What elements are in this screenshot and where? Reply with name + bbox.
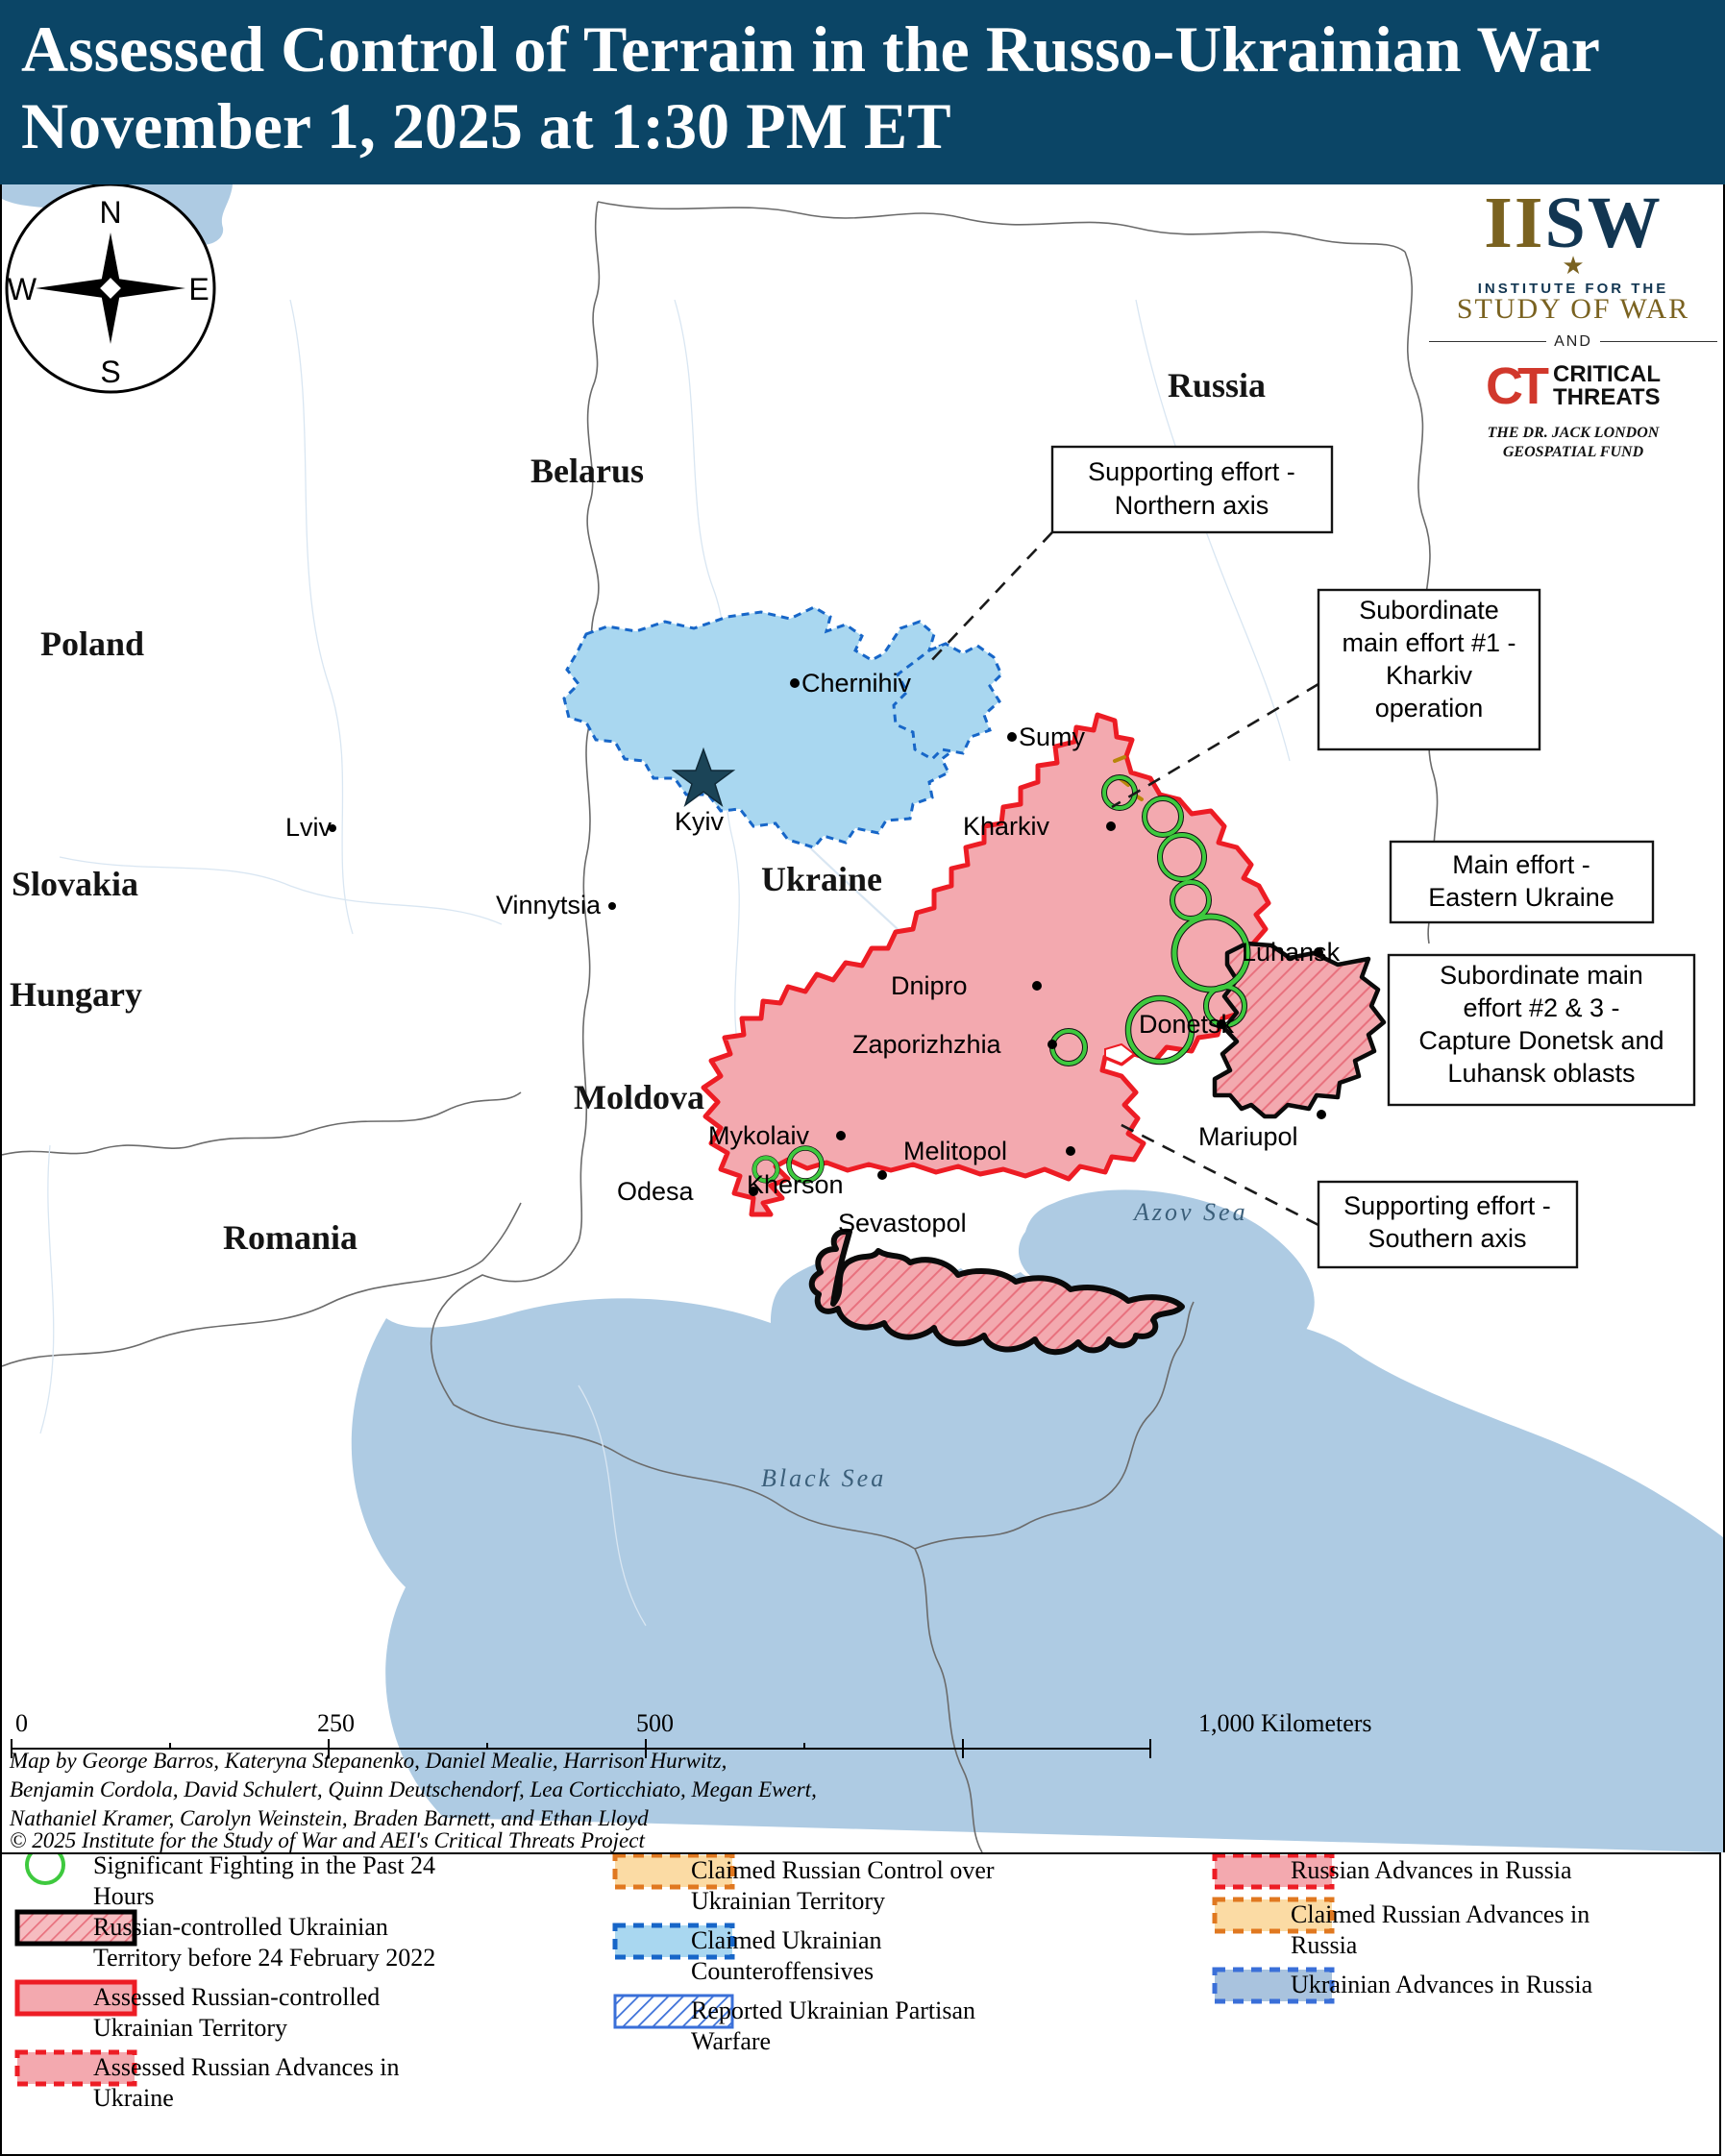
svg-text:Capture Donetsk and: Capture Donetsk and [1418, 1026, 1663, 1055]
svg-text:Zaporizhzhia: Zaporizhzhia [852, 1030, 1002, 1059]
svg-text:Chernihiv: Chernihiv [801, 669, 912, 698]
svg-text:Dnipro: Dnipro [891, 971, 968, 1000]
svg-text:Russian-controlled Ukrainian: Russian-controlled Ukrainian [93, 1913, 388, 1941]
svg-text:Ukrainian Territory: Ukrainian Territory [93, 2014, 287, 2042]
svg-text:Claimed Ukrainian: Claimed Ukrainian [691, 1926, 882, 1954]
svg-text:Supporting effort -: Supporting effort - [1343, 1191, 1551, 1220]
svg-text:Mariupol: Mariupol [1198, 1122, 1298, 1151]
svg-text:Southern axis: Southern axis [1368, 1224, 1526, 1253]
svg-text:Sumy: Sumy [1019, 723, 1086, 751]
svg-text:S: S [100, 355, 120, 389]
svg-text:effort #2 & 3 -: effort #2 & 3 - [1463, 993, 1619, 1022]
svg-text:Ukrainian Advances in Russia: Ukrainian Advances in Russia [1291, 1971, 1593, 1998]
svg-text:Vinnytsia: Vinnytsia [496, 891, 602, 919]
svg-text:Slovakia: Slovakia [12, 865, 138, 903]
svg-text:Hungary: Hungary [10, 975, 142, 1014]
svg-text:main effort #1 -: main effort #1 - [1342, 628, 1516, 657]
svg-text:Subordinate main: Subordinate main [1440, 961, 1643, 990]
svg-text:Assessed Russian Advances in: Assessed Russian Advances in [93, 2053, 399, 2081]
svg-text:Luhansk oblasts: Luhansk oblasts [1447, 1059, 1635, 1088]
svg-text:Assessed Russian-controlled: Assessed Russian-controlled [93, 1983, 380, 2011]
svg-text:Territory before 24 February 2: Territory before 24 February 2022 [93, 1944, 435, 1972]
svg-text:1,000 Kilometers: 1,000 Kilometers [1198, 1709, 1372, 1737]
svg-text:Ukraine: Ukraine [761, 860, 882, 898]
svg-text:Nathaniel Kramer, Carolyn Wein: Nathaniel Kramer, Carolyn Weinstein, Bra… [9, 1806, 649, 1830]
svg-text:Mykolaiv: Mykolaiv [708, 1121, 810, 1150]
svg-text:Moldova: Moldova [574, 1078, 704, 1116]
svg-text:Russia: Russia [1168, 366, 1266, 404]
svg-text:E: E [188, 272, 209, 306]
svg-text:Romania: Romania [223, 1218, 357, 1257]
svg-text:Claimed Russian Control over: Claimed Russian Control over [691, 1856, 995, 1884]
svg-text:Kharkiv: Kharkiv [963, 812, 1050, 841]
svg-text:Eastern Ukraine: Eastern Ukraine [1428, 883, 1614, 912]
svg-text:Azov Sea: Azov Sea [1132, 1198, 1248, 1226]
svg-text:Supporting effort -: Supporting effort - [1088, 457, 1295, 486]
svg-text:Hours: Hours [93, 1882, 155, 1910]
svg-text:Kyiv: Kyiv [675, 807, 725, 836]
svg-text:Claimed Russian Advances in: Claimed Russian Advances in [1291, 1900, 1589, 1928]
svg-text:Northern axis: Northern axis [1115, 491, 1269, 520]
svg-text:Benjamin Cordola, David Schule: Benjamin Cordola, David Schulert, Quinn … [10, 1777, 817, 1801]
svg-text:Warfare: Warfare [691, 2027, 771, 2055]
svg-text:Kherson: Kherson [747, 1170, 844, 1199]
svg-text:Odesa: Odesa [617, 1177, 695, 1206]
svg-text:Black Sea: Black Sea [761, 1464, 886, 1492]
svg-text:N: N [99, 195, 121, 230]
svg-text:Sevastopol: Sevastopol [838, 1209, 967, 1237]
svg-text:operation: operation [1375, 694, 1484, 723]
svg-text:Russian Advances in Russia: Russian Advances in Russia [1291, 1856, 1572, 1884]
svg-text:Reported Ukrainian Partisan: Reported Ukrainian Partisan [691, 1997, 975, 2024]
svg-text:Luhansk: Luhansk [1242, 938, 1341, 967]
svg-text:Counteroffensives: Counteroffensives [691, 1957, 874, 1985]
svg-text:Poland: Poland [40, 625, 144, 663]
svg-text:Subordinate: Subordinate [1359, 596, 1499, 625]
svg-text:0: 0 [15, 1709, 28, 1737]
svg-text:Ukrainian Territory: Ukrainian Territory [691, 1887, 885, 1915]
svg-text:Ukraine: Ukraine [93, 2084, 174, 2112]
svg-text:© 2025 Institute for the Study: © 2025 Institute for the Study of War an… [10, 1828, 645, 1852]
svg-text:500: 500 [636, 1709, 674, 1737]
svg-text:250: 250 [317, 1709, 355, 1737]
svg-text:Significant Fighting in the Pa: Significant Fighting in the Past 24 [93, 1854, 435, 1879]
svg-text:Melitopol: Melitopol [903, 1137, 1007, 1165]
svg-text:W: W [8, 272, 37, 306]
svg-text:Main effort -: Main effort - [1452, 850, 1590, 879]
svg-text:Donetsk: Donetsk [1139, 1010, 1235, 1039]
svg-text:Russia: Russia [1291, 1931, 1358, 1959]
svg-text:Map by George Barros, Kateryna: Map by George Barros, Kateryna Stepanenk… [9, 1749, 727, 1773]
svg-text:Lviv: Lviv [285, 813, 333, 842]
svg-text:Belarus: Belarus [530, 452, 644, 490]
svg-text:Kharkiv: Kharkiv [1386, 661, 1473, 690]
